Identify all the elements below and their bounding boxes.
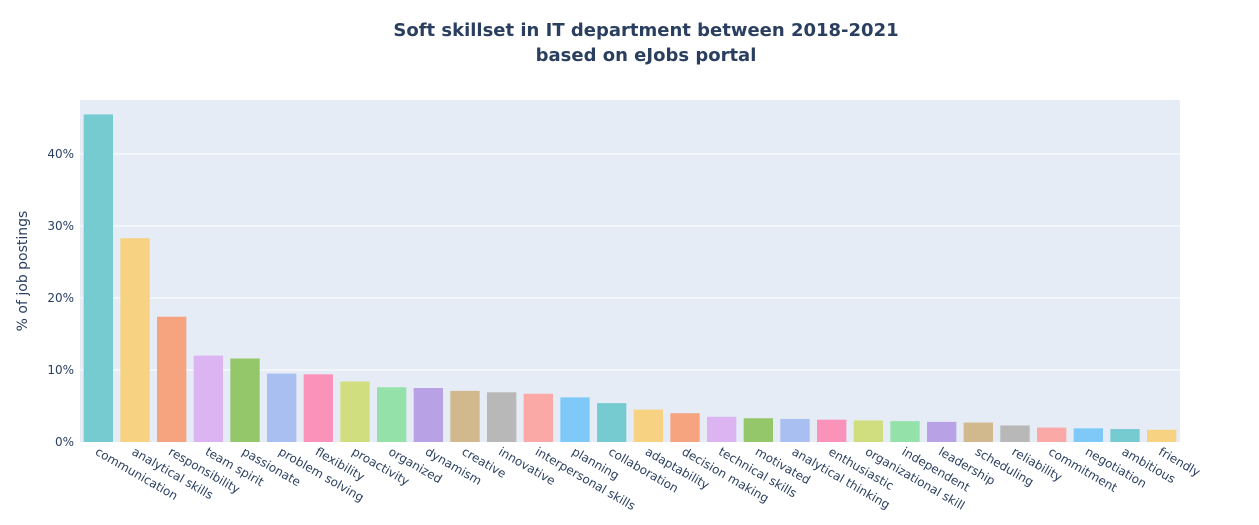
bar-communication [83, 114, 113, 443]
bar-technical-skills [707, 416, 737, 442]
bar-organizational-skill [853, 420, 883, 442]
bar-planning [560, 397, 590, 442]
plot-area [80, 100, 1180, 442]
bar-analytical-skills [120, 238, 150, 442]
bars [83, 114, 1177, 443]
bar-adaptability [633, 409, 663, 442]
bar-decision-making [670, 413, 700, 442]
bar-creative [450, 390, 480, 442]
y-tick-label: 10% [47, 363, 74, 377]
bar-commitment [1037, 427, 1067, 442]
bar-motivated [743, 418, 773, 442]
chart-title-line-1: Soft skillset in IT department between 2… [393, 20, 898, 41]
bar-enthusiastic [817, 419, 847, 442]
bar-friendly [1147, 429, 1177, 442]
y-axis-ticks: 0% 10% 20% 30% 40% [47, 147, 74, 449]
bar-scheduling [963, 422, 993, 442]
bar-innovative [487, 392, 517, 442]
y-tick-label: 0% [55, 435, 74, 449]
bar-proactivity [340, 381, 370, 442]
bar-leadership [927, 421, 957, 442]
bar-collaboration [597, 403, 627, 442]
y-tick-label: 40% [47, 147, 74, 161]
bar-interpersonal-skills [523, 393, 553, 442]
bar-responsibility [157, 316, 187, 442]
bar-team-spirit [193, 355, 223, 442]
bar-passionate [230, 358, 260, 442]
bar-organized [377, 387, 407, 442]
bar-problem-solving [267, 373, 297, 442]
bar-analytical-thinking [780, 418, 810, 442]
bar-independent [890, 421, 920, 442]
y-tick-label: 30% [47, 219, 74, 233]
y-axis-label: % of job postings [15, 211, 31, 332]
bar-dynamism [413, 388, 443, 442]
bar-flexibility [303, 374, 333, 442]
bar-reliability [1000, 425, 1030, 442]
bar-negotiation [1073, 428, 1103, 442]
gridlines [80, 153, 1180, 371]
chart-title-line-2: based on eJobs portal [536, 45, 757, 66]
bar-ambitious [1110, 429, 1140, 442]
y-tick-label: 20% [47, 291, 74, 305]
